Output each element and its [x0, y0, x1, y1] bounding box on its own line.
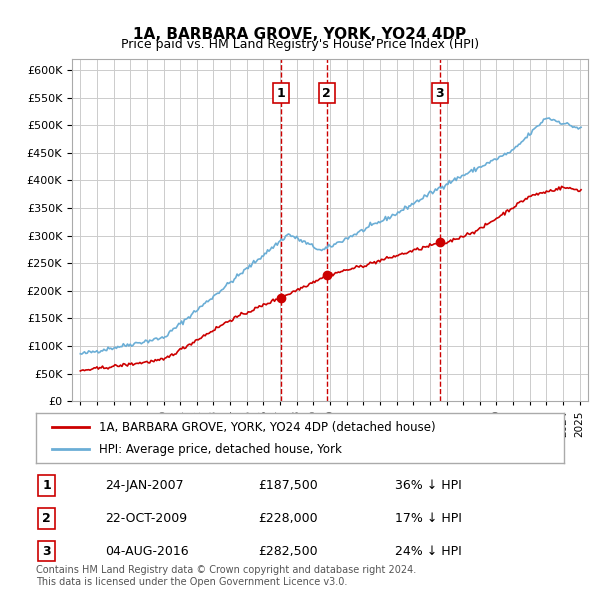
Text: 1A, BARBARA GROVE, YORK, YO24 4DP: 1A, BARBARA GROVE, YORK, YO24 4DP — [133, 27, 467, 41]
Text: 1A, BARBARA GROVE, YORK, YO24 4DP (detached house): 1A, BARBARA GROVE, YORK, YO24 4DP (detac… — [100, 421, 436, 434]
Text: 1: 1 — [42, 479, 51, 492]
Text: Contains HM Land Registry data © Crown copyright and database right 2024.
This d: Contains HM Land Registry data © Crown c… — [36, 565, 416, 587]
Text: HPI: Average price, detached house, York: HPI: Average price, detached house, York — [100, 442, 342, 455]
Text: 36% ↓ HPI: 36% ↓ HPI — [395, 479, 462, 492]
Text: £228,000: £228,000 — [258, 512, 317, 525]
Text: 22-OCT-2009: 22-OCT-2009 — [104, 512, 187, 525]
Text: 24-JAN-2007: 24-JAN-2007 — [104, 479, 183, 492]
Text: 2: 2 — [42, 512, 51, 525]
Text: Price paid vs. HM Land Registry's House Price Index (HPI): Price paid vs. HM Land Registry's House … — [121, 38, 479, 51]
Text: 3: 3 — [436, 87, 444, 100]
Text: £187,500: £187,500 — [258, 479, 317, 492]
Text: 1: 1 — [277, 87, 286, 100]
Text: 3: 3 — [42, 545, 51, 558]
Text: 17% ↓ HPI: 17% ↓ HPI — [395, 512, 462, 525]
Text: £282,500: £282,500 — [258, 545, 317, 558]
Text: 2: 2 — [322, 87, 331, 100]
Text: 04-AUG-2016: 04-AUG-2016 — [104, 545, 188, 558]
Text: 24% ↓ HPI: 24% ↓ HPI — [395, 545, 462, 558]
